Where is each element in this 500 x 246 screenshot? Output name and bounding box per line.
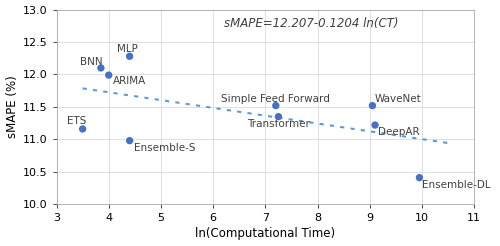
Text: ARIMA: ARIMA (113, 77, 146, 86)
Text: WaveNet: WaveNet (375, 94, 422, 104)
Text: BNN: BNN (80, 57, 102, 67)
Text: Ensemble-DL: Ensemble-DL (422, 180, 490, 190)
Point (97, 66, 105, 70)
Point (78, 127, 86, 131)
X-axis label: ln(Computational Time): ln(Computational Time) (196, 228, 336, 240)
Y-axis label: sMAPE (%): sMAPE (%) (6, 76, 18, 138)
Text: MLP: MLP (116, 44, 138, 54)
Text: Transformer: Transformer (247, 119, 310, 129)
Point (272, 104, 280, 108)
Point (368, 104, 376, 108)
Point (126, 54, 134, 58)
Point (126, 139, 134, 143)
Text: Simple Feed Forward: Simple Feed Forward (221, 94, 330, 104)
Text: sMAPE=12.207-0.1204 ln(CT): sMAPE=12.207-0.1204 ln(CT) (224, 17, 398, 30)
Text: ETS: ETS (67, 116, 86, 126)
Point (371, 123, 379, 127)
Point (416, 176, 424, 180)
Point (104, 73, 112, 77)
Point (274, 115, 282, 119)
Text: Ensemble-S: Ensemble-S (134, 143, 196, 153)
Text: DeepAR: DeepAR (378, 127, 420, 137)
